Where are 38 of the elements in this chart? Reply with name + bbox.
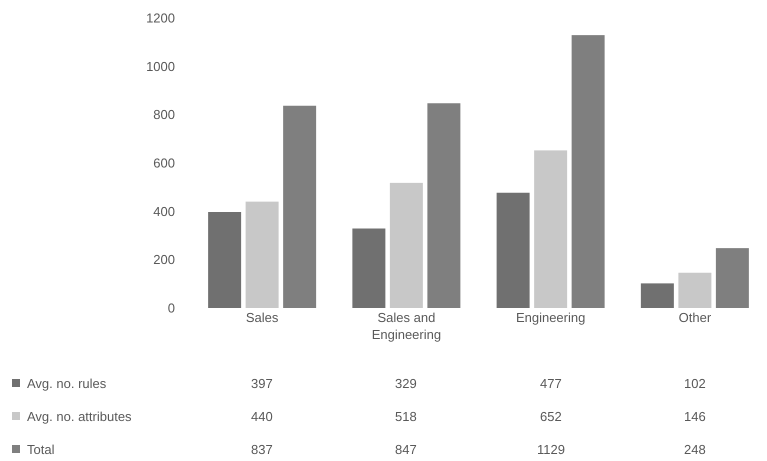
data-label: 837 bbox=[251, 442, 273, 457]
data-label: 102 bbox=[684, 376, 706, 391]
bar bbox=[716, 248, 749, 308]
y-tick-label: 1200 bbox=[146, 10, 175, 26]
data-label: 248 bbox=[684, 442, 706, 457]
x-tick-label: Engineering bbox=[516, 310, 586, 325]
data-label: 847 bbox=[395, 442, 417, 457]
bar bbox=[246, 202, 279, 308]
x-tick-label: Other bbox=[678, 310, 712, 325]
bar bbox=[283, 106, 316, 308]
legend-label: Avg. no. attributes bbox=[27, 409, 132, 424]
legend-label: Total bbox=[27, 442, 55, 457]
y-tick-label: 200 bbox=[153, 252, 175, 268]
bar bbox=[352, 228, 386, 308]
y-tick-label: 1000 bbox=[146, 58, 175, 74]
bar bbox=[390, 182, 423, 308]
y-tick-label: 600 bbox=[153, 156, 175, 171]
bar bbox=[208, 212, 242, 308]
bar bbox=[572, 35, 605, 308]
data-label: 440 bbox=[251, 409, 273, 424]
x-tick-label: Sales and Engineering bbox=[372, 310, 442, 342]
data-label: 397 bbox=[251, 376, 273, 391]
data-label: 652 bbox=[540, 409, 562, 424]
data-label: 518 bbox=[395, 409, 417, 424]
bar bbox=[427, 103, 460, 308]
bar bbox=[640, 283, 674, 308]
y-tick-label: 800 bbox=[153, 107, 175, 122]
bar bbox=[496, 192, 530, 308]
y-tick-label: 400 bbox=[153, 204, 175, 219]
bar bbox=[678, 272, 712, 308]
bar bbox=[534, 150, 568, 308]
data-label: 477 bbox=[540, 376, 562, 391]
legend-label: Avg. no. rules bbox=[27, 376, 107, 391]
y-tick-label: 0 bbox=[168, 300, 175, 316]
data-label: 1129 bbox=[537, 442, 565, 457]
data-label: 329 bbox=[395, 376, 417, 391]
data-label: 146 bbox=[684, 409, 706, 424]
x-tick-label: Sales bbox=[246, 310, 279, 325]
